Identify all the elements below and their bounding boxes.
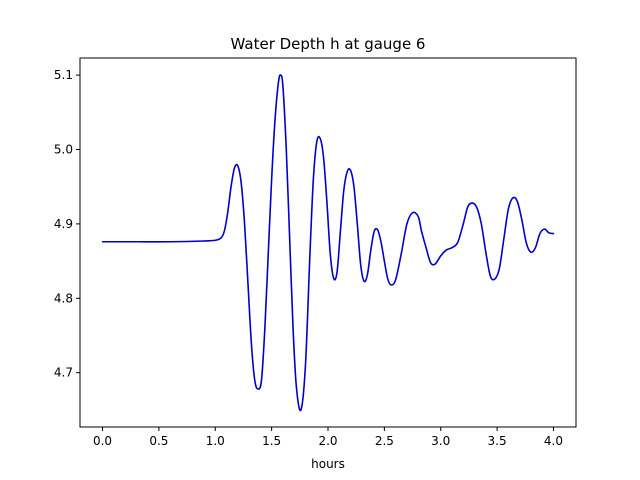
x-axis: 0.0 0.5 1.0 1.5 2.0 2.5 3.0 3.5 4.0 <box>93 427 563 448</box>
x-tick-label: 2.0 <box>318 434 337 448</box>
x-tick-label: 0.5 <box>149 434 168 448</box>
x-axis-label: hours <box>311 457 345 471</box>
plot-frame <box>79 57 577 428</box>
plot-area <box>101 74 555 412</box>
x-tick-label: 1.5 <box>262 434 281 448</box>
x-tick-label: 3.5 <box>488 434 507 448</box>
chart-title: Water Depth h at gauge 6 <box>231 35 426 53</box>
y-tick-label: 4.7 <box>54 366 73 380</box>
x-tick-label: 4.0 <box>544 434 563 448</box>
y-axis: 4.7 4.8 4.9 5.0 5.1 <box>54 68 80 380</box>
y-tick-label: 4.9 <box>54 217 73 231</box>
series-line-0 <box>101 74 555 412</box>
x-tick-label: 0.0 <box>93 434 112 448</box>
y-tick-label: 5.0 <box>54 143 73 157</box>
y-tick-label: 5.1 <box>54 68 73 82</box>
x-tick-label: 2.5 <box>375 434 394 448</box>
y-tick-label: 4.8 <box>54 291 73 305</box>
x-tick-label: 3.0 <box>431 434 450 448</box>
x-tick-label: 1.0 <box>206 434 225 448</box>
